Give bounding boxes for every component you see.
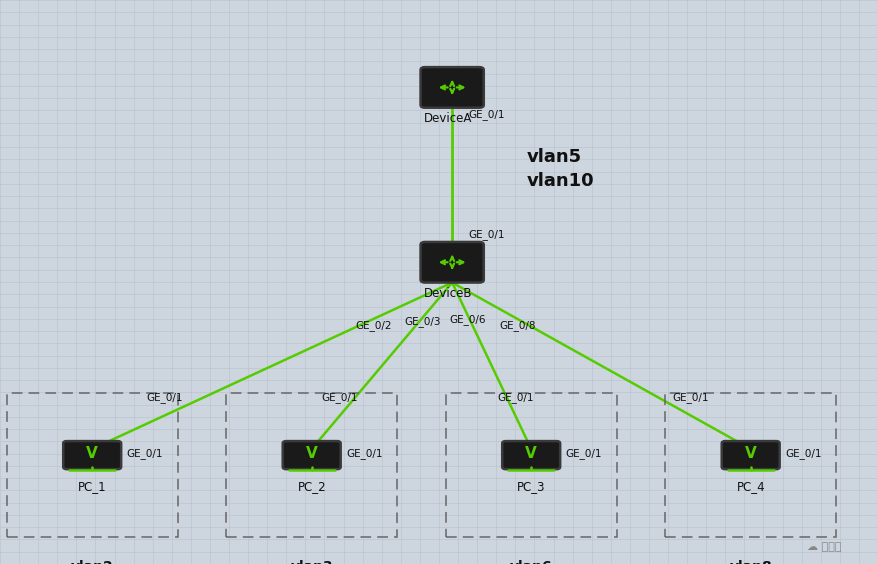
Text: DeviceA: DeviceA [423,112,472,125]
FancyBboxPatch shape [420,67,483,108]
Text: PC_4: PC_4 [736,480,764,493]
Text: GE_0/1: GE_0/1 [565,448,602,460]
FancyBboxPatch shape [502,441,560,469]
Text: GE_0/1: GE_0/1 [672,393,709,403]
Text: GE_0/2: GE_0/2 [354,320,391,332]
Text: GE_0/1: GE_0/1 [467,109,504,120]
Text: V: V [305,446,317,461]
Text: vlan6: vlan6 [510,559,552,564]
Text: PC_2: PC_2 [297,480,325,493]
Text: PC_3: PC_3 [517,480,545,493]
FancyBboxPatch shape [420,242,483,283]
Text: GE_0/1: GE_0/1 [784,448,821,460]
Text: GE_0/3: GE_0/3 [404,316,440,327]
FancyBboxPatch shape [721,441,779,469]
FancyBboxPatch shape [63,441,121,469]
Text: vlan8: vlan8 [729,559,771,564]
Text: vlan5
vlan10: vlan5 vlan10 [526,148,594,190]
Text: GE_0/1: GE_0/1 [467,230,504,240]
Text: vlan2: vlan2 [71,559,113,564]
Text: vlan3: vlan3 [290,559,332,564]
Text: GE_0/1: GE_0/1 [496,393,533,403]
Text: V: V [86,446,98,461]
Text: V: V [524,446,537,461]
Text: PC_1: PC_1 [78,480,106,493]
Text: GE_0/1: GE_0/1 [321,393,358,403]
Text: GE_0/6: GE_0/6 [449,314,486,325]
Text: DeviceB: DeviceB [423,287,472,299]
Text: GE_0/1: GE_0/1 [146,393,182,403]
Text: ☁ 亿速云: ☁ 亿速云 [806,541,840,552]
Text: V: V [744,446,756,461]
FancyBboxPatch shape [282,441,340,469]
Text: GE_0/1: GE_0/1 [126,448,163,460]
Text: GE_0/8: GE_0/8 [499,320,535,331]
Text: GE_0/1: GE_0/1 [346,448,382,460]
